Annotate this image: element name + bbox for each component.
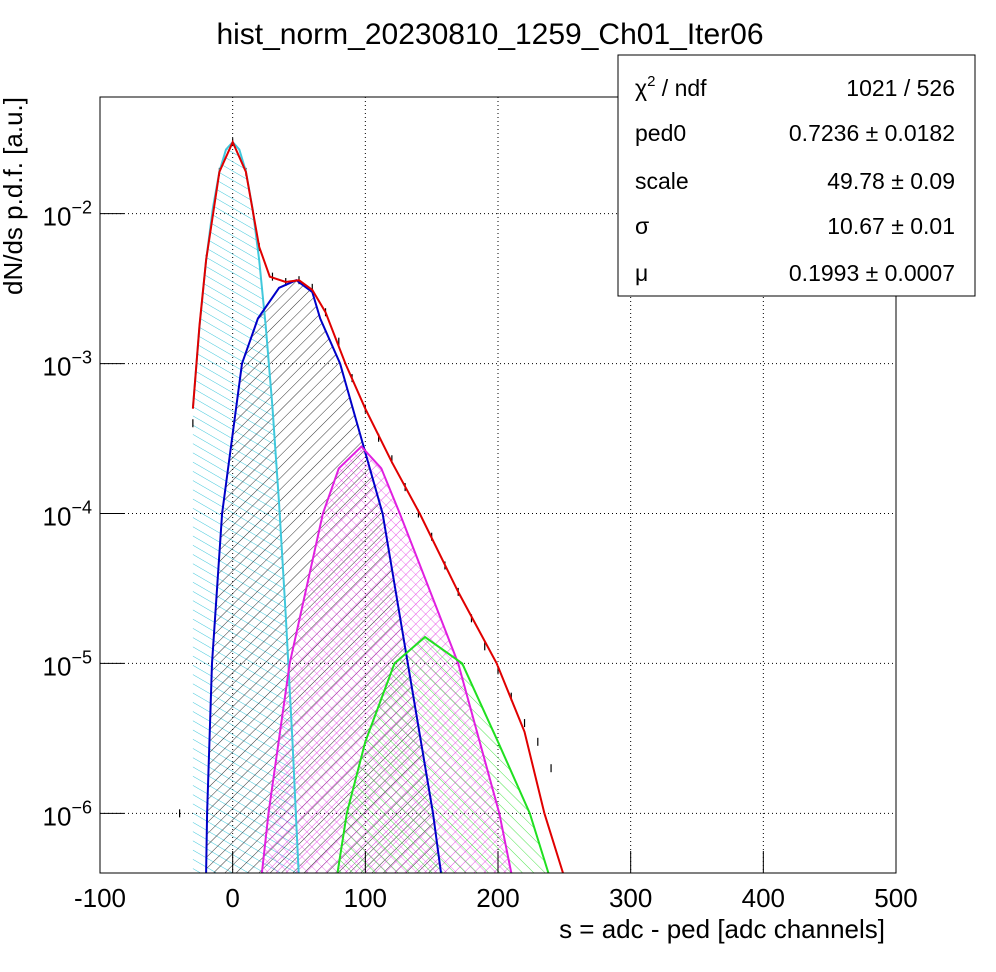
stat-label-sup: 2 xyxy=(647,73,655,90)
x-tick-label: 100 xyxy=(344,883,387,913)
x-tick-label: 0 xyxy=(225,883,239,913)
x-tick-label: 300 xyxy=(609,883,652,913)
y-tick-exponent: −4 xyxy=(71,498,92,518)
x-axis-label: s = adc - ped [adc channels] xyxy=(559,914,885,944)
component-fill xyxy=(337,637,549,873)
y-axis-label: dN/ds p.d.f. [a.u.] xyxy=(0,97,28,295)
y-tick-exponent: −6 xyxy=(71,797,92,817)
stat-label-main: scale xyxy=(635,168,689,194)
chart-title: hist_norm_20230810_1259_Ch01_Iter06 xyxy=(216,18,763,51)
stat-label: ped0 xyxy=(635,120,686,146)
stat-label: χ2 / ndf xyxy=(635,73,707,101)
y-tick-base: 10 xyxy=(43,651,72,681)
y-tick-base: 10 xyxy=(43,202,72,232)
y-tick-label: 10−6 xyxy=(43,797,92,831)
x-tick-label: 400 xyxy=(742,883,785,913)
x-tick-label: 500 xyxy=(874,883,917,913)
stats-box xyxy=(617,54,976,297)
stat-label-rest: / ndf xyxy=(655,75,707,101)
stat-label: μ xyxy=(635,260,648,286)
fit-curve xyxy=(336,635,550,873)
x-tick-label: -100 xyxy=(74,883,126,913)
y-tick-label: 10−2 xyxy=(43,198,92,232)
y-tick-exponent: −5 xyxy=(71,647,92,667)
stat-label-main: ped0 xyxy=(635,120,686,146)
stat-label-main: σ xyxy=(635,213,649,239)
y-tick-exponent: −3 xyxy=(71,348,92,368)
y-tick-base: 10 xyxy=(43,801,72,831)
x-tick-label: 200 xyxy=(476,883,519,913)
stat-label: scale xyxy=(635,168,689,194)
stat-label-main: χ xyxy=(635,75,647,101)
stat-value: 0.7236 ± 0.0182 xyxy=(789,120,955,146)
stat-label-main: μ xyxy=(635,260,648,286)
y-tick-exponent: −2 xyxy=(71,198,92,218)
y-tick-label: 10−5 xyxy=(43,647,92,681)
stat-value: 10.67 ± 0.01 xyxy=(827,213,955,239)
fit-curve xyxy=(191,139,564,873)
stats: χ2 / ndf 1021 / 526 ped0 0.7236 ± 0.0182 sca… xyxy=(635,73,955,286)
y-tick-base: 10 xyxy=(43,352,72,382)
fills xyxy=(192,142,549,873)
marks xyxy=(179,138,564,873)
fit-curve xyxy=(260,445,513,873)
stat-value: 0.1993 ± 0.0007 xyxy=(789,260,955,286)
y-tick-label: 10−3 xyxy=(43,348,92,382)
y-tick-base: 10 xyxy=(43,502,72,532)
y-tick-label: 10−4 xyxy=(43,498,92,532)
stat-value: 49.78 ± 0.09 xyxy=(827,168,955,194)
stat-value: 1021 / 526 xyxy=(846,75,955,101)
stat-label: σ xyxy=(635,213,649,239)
